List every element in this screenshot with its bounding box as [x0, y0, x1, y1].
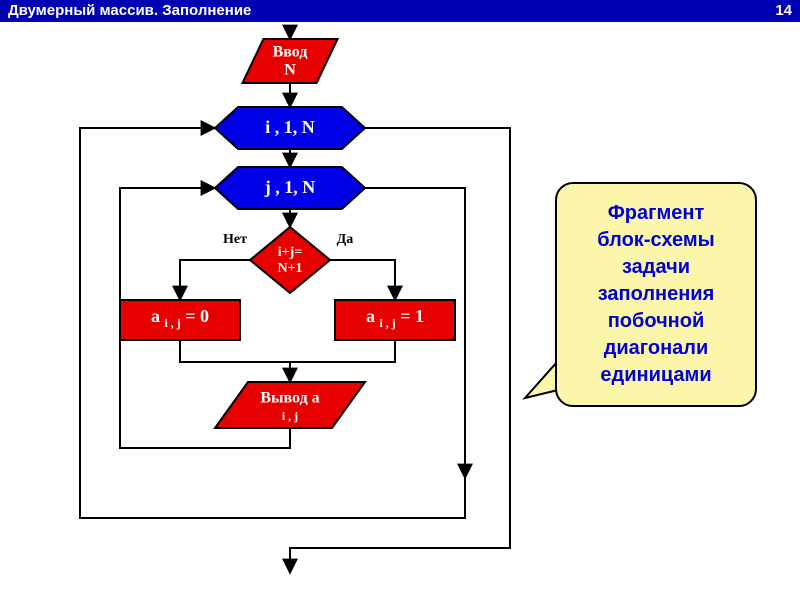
svg-text:j , 1, N: j , 1, N	[264, 177, 316, 197]
svg-text:N+1: N+1	[277, 261, 302, 276]
svg-text:N: N	[284, 62, 296, 79]
svg-text:Да: Да	[337, 232, 354, 247]
svg-text:Вывод a: Вывод a	[260, 390, 319, 407]
svg-text:i , 1, N: i , 1, N	[265, 117, 315, 137]
svg-text:i , j: i , j	[282, 409, 298, 423]
svg-text:i+j=: i+j=	[278, 245, 303, 260]
callout-box: Фрагментблок-схемызадачизаполненияпобочн…	[555, 182, 757, 407]
svg-text:Ввод: Ввод	[273, 44, 308, 61]
svg-text:Нет: Нет	[223, 232, 247, 247]
